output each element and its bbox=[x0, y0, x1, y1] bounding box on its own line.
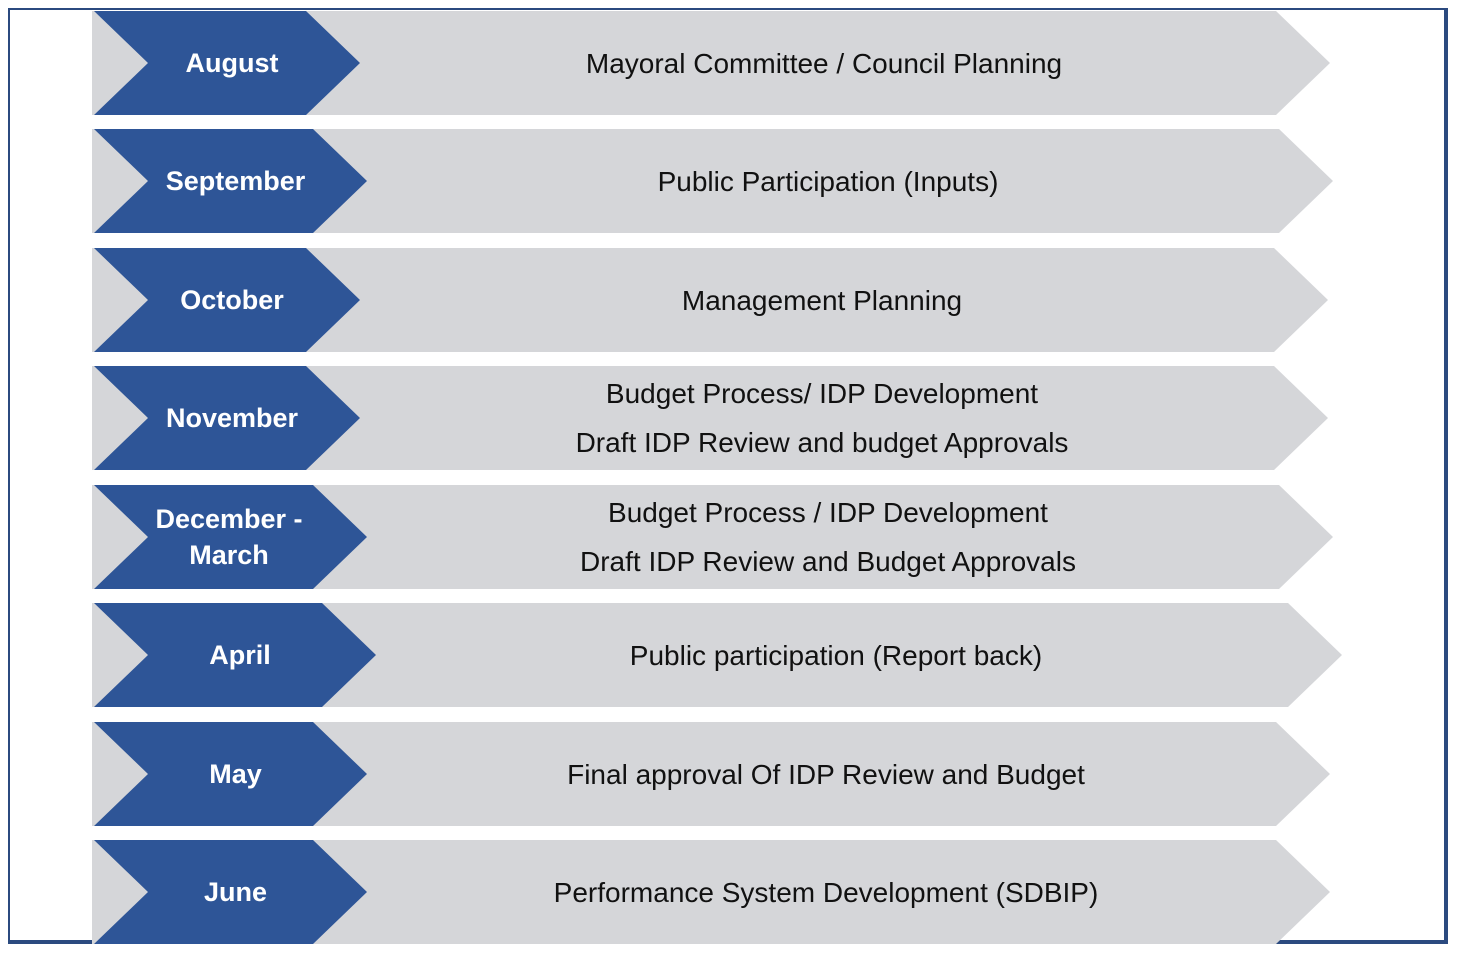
activity-line: Draft IDP Review and budget Approvals bbox=[575, 427, 1069, 458]
month-label: June bbox=[203, 877, 268, 907]
timeline-row: Mayoral Committee / Council Planning Augu… bbox=[0, 11, 1462, 115]
timeline-row: Public Participation (Inputs) September bbox=[0, 129, 1462, 233]
timeline-row: Management Planning October bbox=[0, 248, 1462, 352]
month-label: August bbox=[185, 48, 279, 78]
activity-text: Budget Process / IDP Development Draft ID… bbox=[378, 485, 1278, 589]
activity-text: Budget Process/ IDP Development Draft IDP… bbox=[372, 366, 1272, 470]
timeline-row: Budget Process/ IDP Development Draft IDP… bbox=[0, 366, 1462, 470]
activity-line: Mayoral Committee / Council Planning bbox=[585, 47, 1063, 79]
activity-line: Budget Process/ IDP Development bbox=[605, 378, 1039, 409]
month-label: October bbox=[180, 285, 284, 315]
month-label: April bbox=[209, 640, 271, 670]
activity-text: Management Planning bbox=[372, 248, 1272, 352]
timeline-row: Performance System Development (SDBIP) Ju… bbox=[0, 840, 1462, 944]
activity-line: Draft IDP Review and Budget Approvals bbox=[580, 546, 1076, 577]
month-label: December - March bbox=[155, 504, 303, 570]
month-label: September bbox=[165, 166, 306, 196]
timeline-row: Public participation (Report back) April bbox=[0, 603, 1462, 707]
activity-text: Performance System Development (SDBIP) bbox=[376, 840, 1276, 944]
activity-line: Final approval Of IDP Review and Budget bbox=[567, 758, 1085, 790]
activity-text: Mayoral Committee / Council Planning bbox=[374, 11, 1274, 115]
month-label: May bbox=[209, 759, 262, 789]
timeline-row: Budget Process / IDP Development Draft ID… bbox=[0, 485, 1462, 589]
activity-line: Performance System Development (SDBIP) bbox=[553, 876, 1099, 908]
timeline-row: Final approval Of IDP Review and Budget M… bbox=[0, 722, 1462, 826]
activity-line: Public Participation (Inputs) bbox=[657, 165, 999, 197]
activity-text: Public Participation (Inputs) bbox=[378, 129, 1278, 233]
activity-text: Final approval Of IDP Review and Budget bbox=[376, 722, 1276, 826]
month-label: November bbox=[165, 403, 299, 433]
activity-line: Public participation (Report back) bbox=[629, 639, 1043, 671]
activity-line: Management Planning bbox=[681, 284, 963, 316]
activity-text: Public participation (Report back) bbox=[386, 603, 1286, 707]
activity-line: Budget Process / IDP Development bbox=[608, 497, 1048, 528]
